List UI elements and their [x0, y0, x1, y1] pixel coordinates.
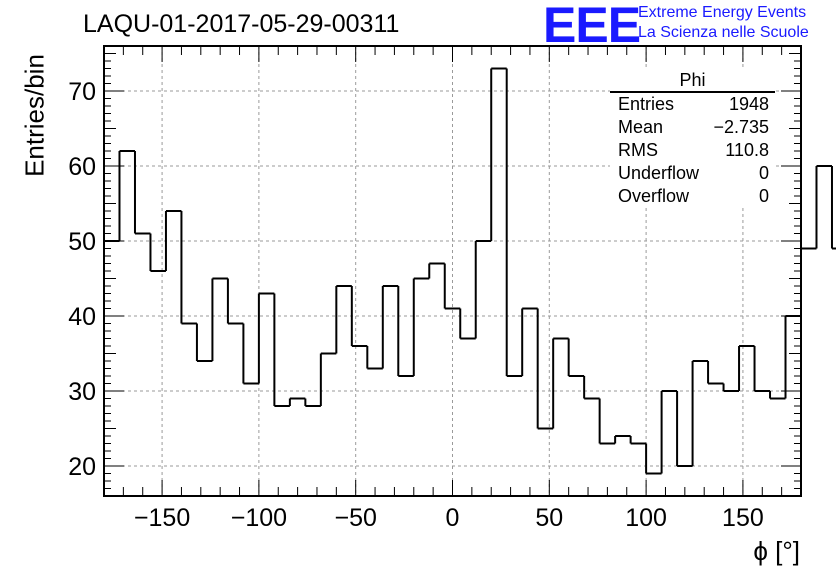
x-tick-label: −150 [134, 504, 190, 532]
x-tick-label: 50 [535, 504, 563, 532]
y-axis-label: Entries/bin [19, 54, 50, 177]
stats-title: Phi [610, 70, 775, 93]
stats-label: RMS [618, 140, 658, 160]
eee-logo: EEE [543, 0, 641, 53]
stats-label: Underflow [618, 163, 700, 183]
stats-row-rms: RMS 110.8 [610, 139, 775, 162]
x-axis-label: ϕ [°] [753, 536, 800, 566]
x-tick-label: 0 [446, 504, 460, 532]
stats-value: 0 [758, 163, 769, 183]
x-tick-label: −100 [231, 504, 287, 532]
y-tick-label: 20 [68, 453, 96, 481]
stats-row-entries: Entries 1948 [610, 93, 775, 116]
stats-row-underflow: Underflow 0 [610, 162, 775, 185]
x-tick-label: 100 [625, 504, 667, 532]
y-tick-label: 40 [68, 303, 96, 331]
stats-box: Phi Entries 1948 Mean −2.735 RMS 110.8 U… [610, 70, 775, 208]
stats-value: 0 [758, 186, 769, 206]
stats-row-mean: Mean −2.735 [610, 116, 775, 139]
stats-value: −2.735 [713, 117, 769, 137]
y-tick-label: 50 [68, 228, 96, 256]
logo-caption-line1: Extreme Energy Events [638, 4, 807, 21]
plot-frame [103, 45, 802, 497]
y-tick-label: 60 [68, 153, 96, 181]
x-axis-ticks: −150 −100 −50 0 50 100 150 [103, 46, 802, 532]
y-axis-ticks: 20 30 40 50 60 70 [68, 45, 801, 497]
logo-caption: Extreme Energy Events La Scienza nelle S… [638, 3, 809, 43]
stats-value: 1948 [728, 94, 769, 114]
stats-row-overflow: Overflow 0 [610, 185, 775, 208]
histogram-bins [104, 67, 836, 475]
stats-label: Entries [618, 94, 675, 114]
y-tick-label: 70 [68, 78, 96, 106]
logo-caption-line2: La Scienza nelle Scuole [638, 24, 809, 41]
chart-title: LAQU-01-2017-05-29-00311 [83, 10, 400, 38]
y-tick-label: 30 [68, 378, 96, 406]
x-tick-label: 150 [722, 504, 764, 532]
stats-value: 110.8 [725, 140, 769, 160]
x-tick-label: −50 [334, 504, 376, 532]
stats-label: Mean [618, 117, 664, 137]
stats-label: Overflow [618, 186, 690, 206]
